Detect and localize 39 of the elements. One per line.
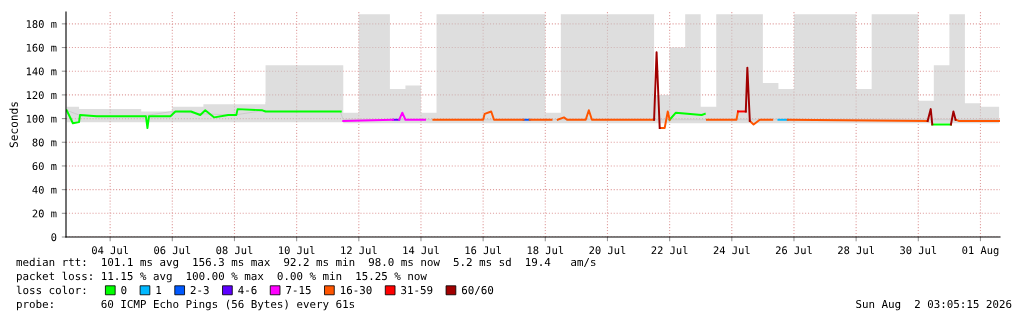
x-tick-label: 06 Jul [154, 246, 191, 255]
legend-label: 31-59 [401, 285, 433, 295]
y-tick-label: 80 m [32, 138, 57, 147]
x-tick-label: 10 Jul [279, 246, 315, 255]
y-tick-label: 0 [51, 233, 57, 242]
x-tick-label: 16 Jul [465, 246, 501, 255]
y-tick-label: 120 m [26, 91, 57, 100]
y-tick-label: 100 m [26, 114, 57, 123]
x-tick-label: 12 Jul [341, 246, 377, 255]
y-tick-label: 40 m [32, 185, 57, 194]
x-tick-label: 30 Jul [900, 246, 937, 255]
y-tick-label: 180 m [26, 20, 57, 28]
y-tick-label: 140 m [26, 67, 57, 76]
x-tick-label: 20 Jul [589, 246, 626, 255]
x-tick-label: 18 Jul [527, 246, 564, 255]
y-axis-title: Seconds [9, 102, 18, 148]
text: packet loss: 11.15 % avg 100.00 % max 0.00 % min 15.25 % now [17, 271, 427, 283]
legend-label: 4-6 [238, 285, 257, 295]
y-tick-label: 160 m [26, 43, 57, 52]
text: Sun Aug 2 03:05:15 2026 [856, 299, 1012, 311]
legend-label: 16-30 [340, 285, 372, 295]
x-tick-label: 22 Jul [651, 246, 688, 255]
x-tick-label: 08 Jul [216, 246, 253, 255]
x-tick-label: 26 Jul [775, 246, 812, 255]
legend-label: 7-15 [286, 286, 311, 295]
legend-title: loss color: [16, 285, 86, 295]
y-tick-label: 20 m [32, 209, 57, 218]
y-tick-label: 60 m [32, 162, 57, 171]
legend-label: 1 [156, 286, 162, 295]
text: median rtt: 101.1 ms avg 156.3 ms max 92.2 ms min 98.0 ms now 5.2 ms sd 19.4 am/s [16, 257, 596, 269]
x-tick-label: 24 Jul [713, 246, 750, 255]
legend-label: 0 [121, 285, 127, 295]
x-tick-label: 01 Aug [962, 246, 999, 257]
text: probe: 60 ICMP Echo Pings (56 Bytes) every 61s [17, 299, 355, 311]
legend-label: 2-3 [190, 285, 209, 295]
legend-label: 60/60 [461, 285, 494, 296]
x-tick-label: 04 Jul [92, 246, 128, 255]
x-tick-label: 14 Jul [403, 246, 439, 255]
x-tick-label: 28 Jul [838, 246, 874, 255]
